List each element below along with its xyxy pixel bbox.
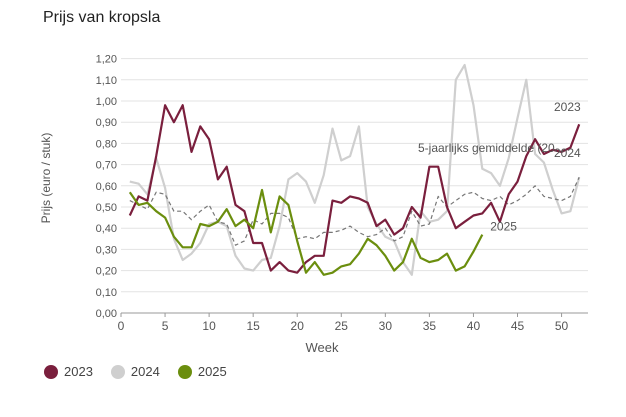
- legend-label-2024: 2024: [130, 364, 160, 379]
- y-axis-label: Prijs (euro / stuk): [39, 133, 53, 224]
- chart-title: Prijs van kropsla: [43, 9, 161, 26]
- x-tick-label: 0: [118, 319, 125, 333]
- y-tick-label: 0,40: [96, 223, 117, 235]
- legend: 2023 2024 2025: [44, 364, 227, 379]
- grid-lines: [121, 58, 588, 314]
- x-tick-label: 30: [379, 319, 393, 333]
- series-end-label: 2024: [554, 146, 581, 160]
- y-tick-label: 0,90: [96, 117, 117, 129]
- y-tick-label: 0,30: [96, 244, 117, 256]
- legend-swatch-2025: [177, 364, 192, 379]
- y-tick-label: 0,80: [96, 138, 117, 150]
- legend-item-2025[interactable]: 2025: [177, 364, 227, 379]
- x-tick-label: 50: [555, 319, 569, 333]
- y-tick-label: 0,60: [96, 181, 117, 193]
- y-tick-label: 0,70: [96, 160, 117, 172]
- x-tick-label: 5: [162, 319, 169, 333]
- x-tick-label: 20: [291, 319, 305, 333]
- x-axis-label: Week: [306, 340, 339, 355]
- legend-label-2025: 2025: [197, 364, 227, 379]
- y-tick-label: 1,00: [96, 96, 117, 108]
- x-tick-label: 10: [202, 319, 216, 333]
- legend-label-2023: 2023: [64, 364, 93, 379]
- series-lines: [128, 63, 581, 276]
- series-end-label: 2025: [490, 220, 517, 234]
- x-tick-label: 40: [467, 319, 481, 333]
- series-end-label: 2023: [554, 100, 581, 114]
- legend-item-2023[interactable]: 2023: [44, 364, 93, 379]
- legend-swatch-2024: [110, 364, 125, 379]
- y-tick-label: 0,10: [96, 287, 117, 299]
- x-tick-label: 45: [511, 319, 525, 333]
- y-tick-labels: 0,00 0,10 0,20 0,30 0,40 0,50 0,60 0,70 0,80 0,90…: [96, 54, 117, 320]
- series-line-2025[interactable]: [128, 188, 484, 276]
- y-tick-label: 1,10: [96, 75, 117, 87]
- series-line-2023[interactable]: [128, 104, 581, 274]
- series-end-label: 5-jaarlijks gemiddelde (20...: [418, 141, 565, 155]
- series-end-labels: 2023 2024 2025 5-jaarlijks gemiddelde (20..…: [418, 100, 581, 234]
- legend-swatch-2023: [44, 364, 58, 379]
- legend-item-2024[interactable]: 2024: [110, 364, 160, 379]
- x-tick-label: 25: [335, 319, 349, 333]
- y-tick-label: 1,20: [96, 54, 117, 66]
- x-tick-label: 15: [246, 319, 260, 333]
- x-tick-labels: 0 5 10 15 20 25 30 35 40 45 50: [118, 313, 569, 333]
- y-tick-label: 0,50: [96, 202, 117, 214]
- series-line-avg[interactable]: [129, 177, 580, 246]
- x-tick-label: 35: [423, 319, 437, 333]
- y-tick-label: 0,20: [96, 266, 117, 278]
- y-tick-label: 0,00: [96, 308, 117, 320]
- series-line-2024[interactable]: [129, 63, 581, 276]
